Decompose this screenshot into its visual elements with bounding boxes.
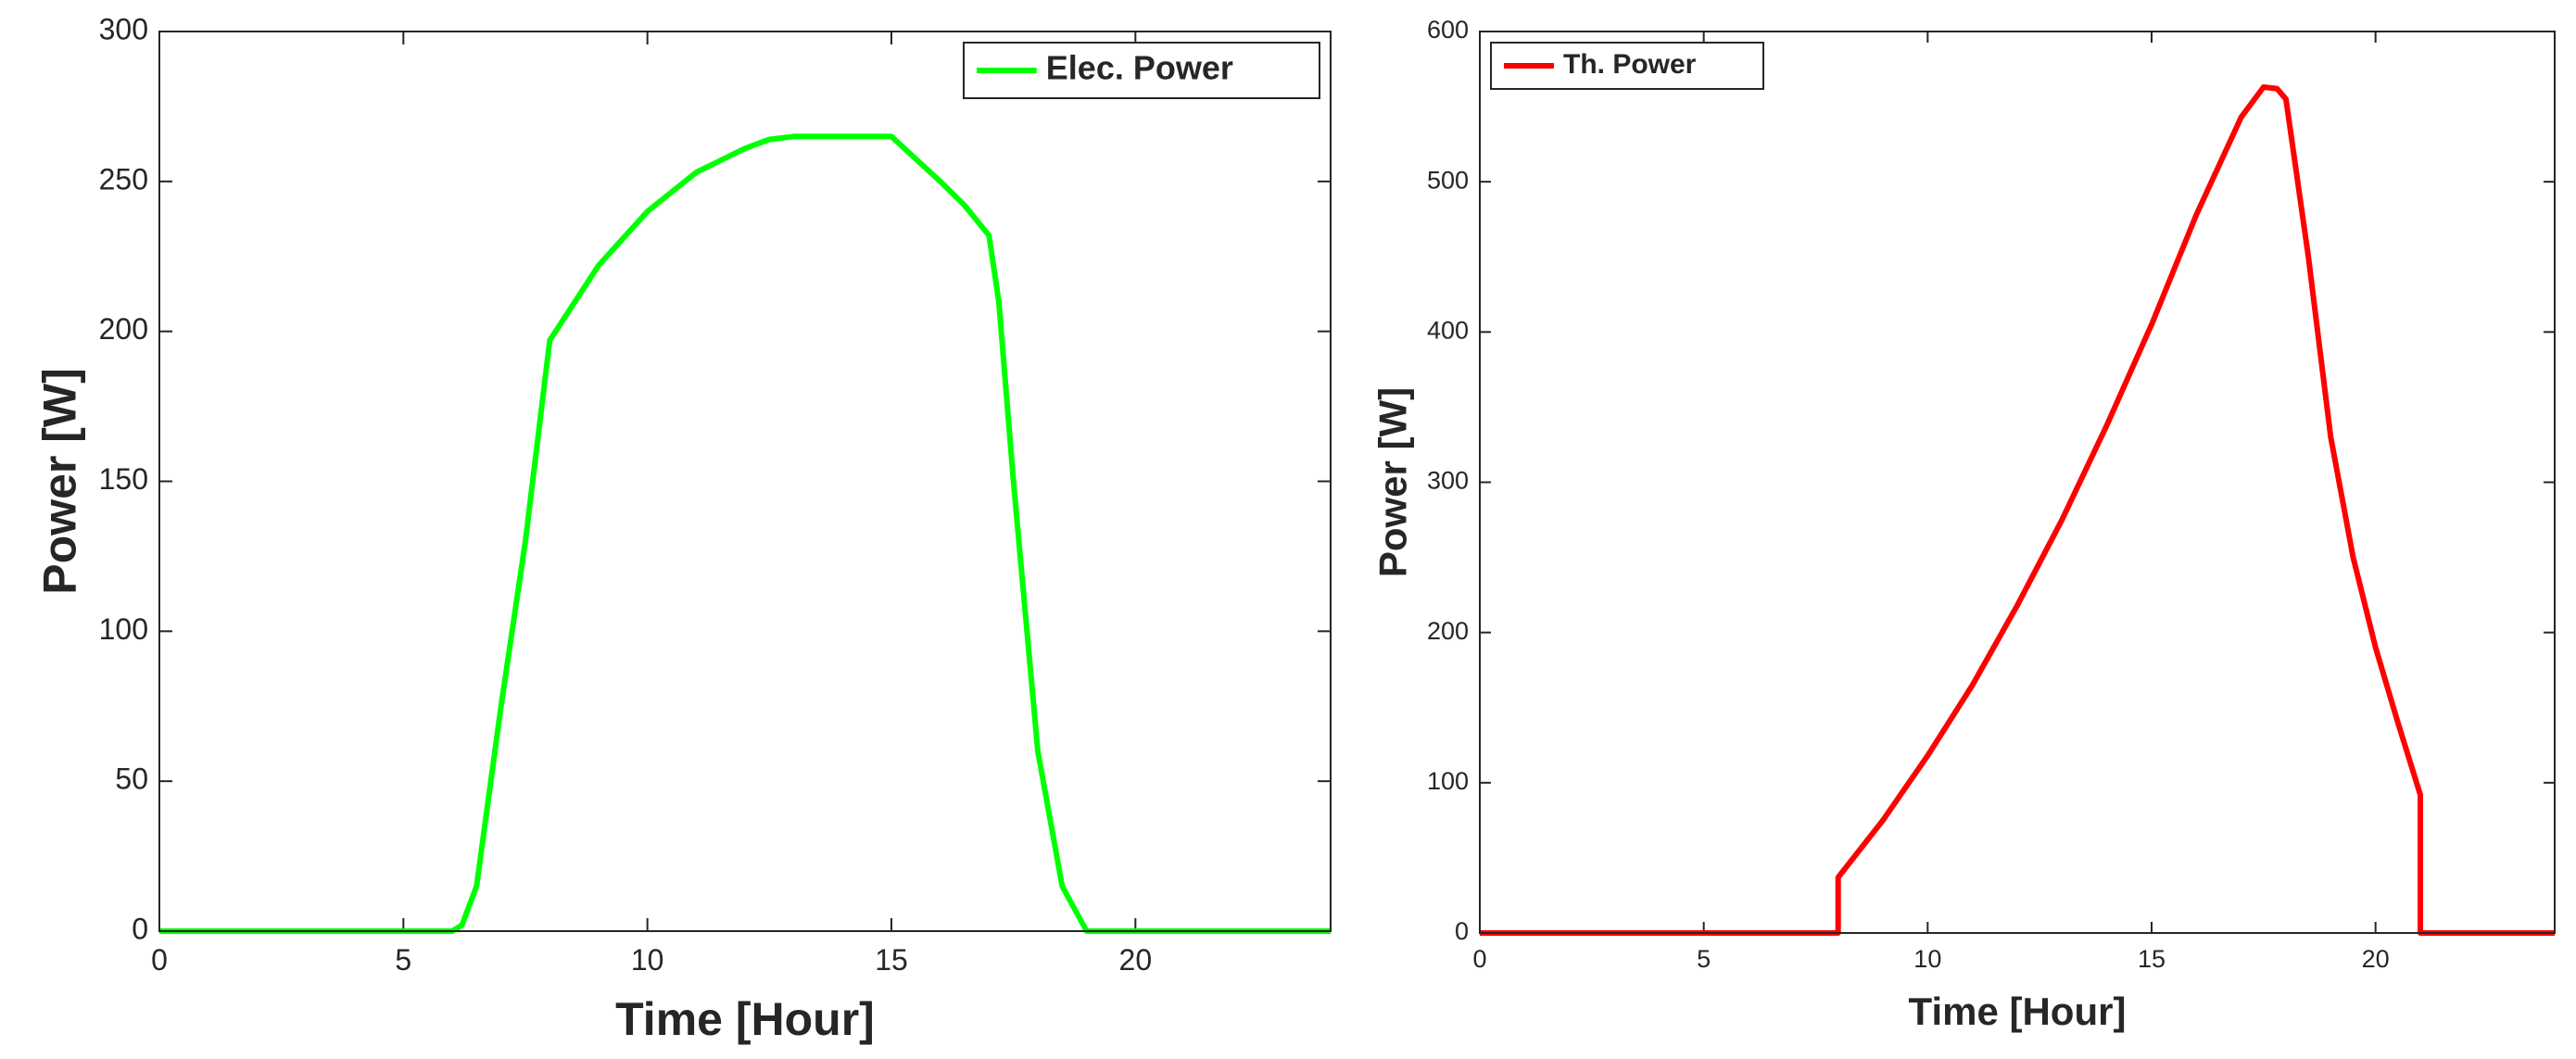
x-tick-label: 5 [395,943,411,977]
x-tick-label: 20 [2362,945,2390,973]
x-tick-label: 5 [1697,945,1711,973]
axes-box [1479,31,2556,934]
y-tick-label: 500 [1427,166,1469,194]
y-tick-label: 300 [99,12,148,45]
line-series [1480,84,2555,936]
y-tick-label: 0 [1455,917,1469,945]
y-tick-label: 150 [99,462,148,496]
chart: 0 100 200 300 400 500 600 0 5 10 15 20 Time [Hour] Po… [1371,16,2556,1033]
y-tick-label: 250 [99,162,148,195]
y-tick-label: 100 [99,612,148,646]
x-tick-label: 15 [2138,945,2166,973]
y-axis-label: Power [W] [1371,387,1415,577]
x-axis-label: Time [Hour] [615,993,875,1045]
plot-area [159,32,1331,931]
chart: 0 50 100 150 200 250 300 0 5 10 15 20 Time [Hour] Pow… [34,12,1332,1045]
x-tick-label: 10 [631,943,664,977]
y-tick-label: 100 [1427,767,1469,795]
y-tick-label: 0 [132,912,148,945]
y-tick-label: 600 [1427,16,1469,44]
y-tick-label: 400 [1427,316,1469,344]
x-tick-label: 15 [875,943,908,977]
y-axis-label: Power [W] [34,368,86,594]
x-tick-label: 0 [151,943,168,977]
plot-area [1480,32,2555,933]
legend-label: Elec. Power [1046,49,1233,87]
y-tick-label: 50 [115,763,148,796]
line-series [159,133,1331,934]
x-tick-label: 0 [1472,945,1486,973]
y-tick-label: 200 [1427,617,1469,645]
legend-label: Th. Power [1563,49,1697,80]
x-tick-label: 10 [1913,945,1941,973]
x-axis-label: Time [Hour] [1909,990,2127,1033]
x-tick-label: 20 [1119,943,1153,977]
y-tick-label: 300 [1427,467,1469,495]
y-tick-label: 200 [99,312,148,346]
axes-box [158,31,1332,932]
